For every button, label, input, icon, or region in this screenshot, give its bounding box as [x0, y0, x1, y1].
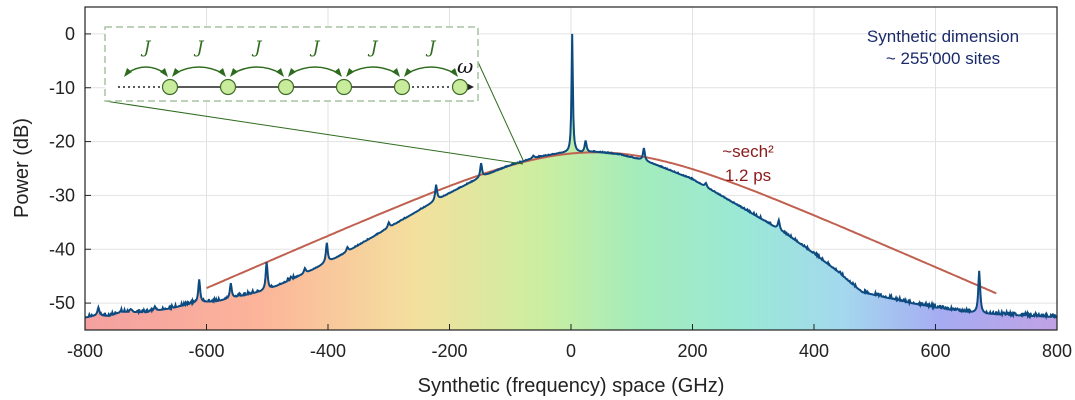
lattice-site — [277, 78, 295, 96]
inset-connector-line-lower — [104, 100, 524, 165]
y-tick-label: -50 — [49, 293, 75, 313]
measured-spectrum-line — [85, 33, 1057, 321]
coupling-label: J — [368, 38, 379, 58]
x-tick-label: -800 — [67, 341, 103, 361]
x-tick-label: 800 — [1042, 341, 1072, 361]
y-tick-label: -10 — [49, 78, 75, 98]
coupling-arrowhead-right — [218, 68, 226, 77]
coupling-arrowhead-right — [450, 68, 458, 77]
y-tick-label: -40 — [49, 239, 75, 259]
x-tick-label: -200 — [431, 341, 467, 361]
x-tick-label: 200 — [677, 341, 707, 361]
lattice-site — [219, 78, 237, 96]
lattice-site — [335, 78, 353, 96]
x-axis-label: Synthetic (frequency) space (GHz) — [418, 375, 725, 397]
coupling-arrowhead-left — [172, 68, 180, 77]
lattice-site — [161, 78, 179, 96]
lattice-site — [393, 78, 411, 96]
x-tick-label: -400 — [310, 341, 346, 361]
x-tick-label: 0 — [566, 341, 576, 361]
frequency-axis-symbol: ω — [457, 54, 473, 78]
x-tick-label: 600 — [920, 341, 950, 361]
coupling-arrowhead-right — [334, 68, 342, 77]
coupling-label: J — [310, 38, 321, 58]
coupling-arrowhead-right — [392, 68, 400, 77]
coupling-label: J — [426, 38, 437, 58]
y-tick-label: 0 — [65, 24, 75, 44]
coupling-arrowhead-left — [288, 68, 296, 77]
y-axis-label: Power (dB) — [11, 118, 33, 218]
annotation-pulse-duration: 1.2 ps — [725, 166, 771, 185]
coupling-arrowhead-left — [346, 68, 354, 77]
annotation-sech-squared: ~sech² — [722, 142, 774, 161]
tick-labels: -800 -600 -400 -200 0 200 400 600 800 0 -10 -20 -30 -… — [49, 24, 1072, 361]
coupling-arrowhead-left — [124, 68, 132, 77]
coupling-label: J — [141, 38, 152, 58]
coupling-arrowhead-right — [276, 68, 284, 77]
axis-ticks — [84, 33, 1058, 330]
x-tick-label: 400 — [799, 341, 829, 361]
coupling-arrowhead-left — [230, 68, 238, 77]
y-tick-label: -30 — [49, 185, 75, 205]
coupling-label: J — [252, 38, 263, 58]
coupling-label: J — [194, 38, 205, 58]
inset-connector-line-upper — [477, 61, 524, 161]
annotation-site-count: ~ 255'000 sites — [886, 49, 1000, 68]
coupling-arrows — [124, 66, 458, 77]
x-tick-label: -600 — [188, 341, 224, 361]
coupling-arrowhead-left — [404, 68, 412, 77]
lattice-sites — [161, 78, 469, 96]
coupling-arrowhead-right — [160, 68, 168, 77]
annotation-synthetic-dimension: Synthetic dimension — [867, 27, 1019, 46]
y-tick-label: -20 — [49, 132, 75, 152]
lattice-site — [451, 78, 469, 96]
